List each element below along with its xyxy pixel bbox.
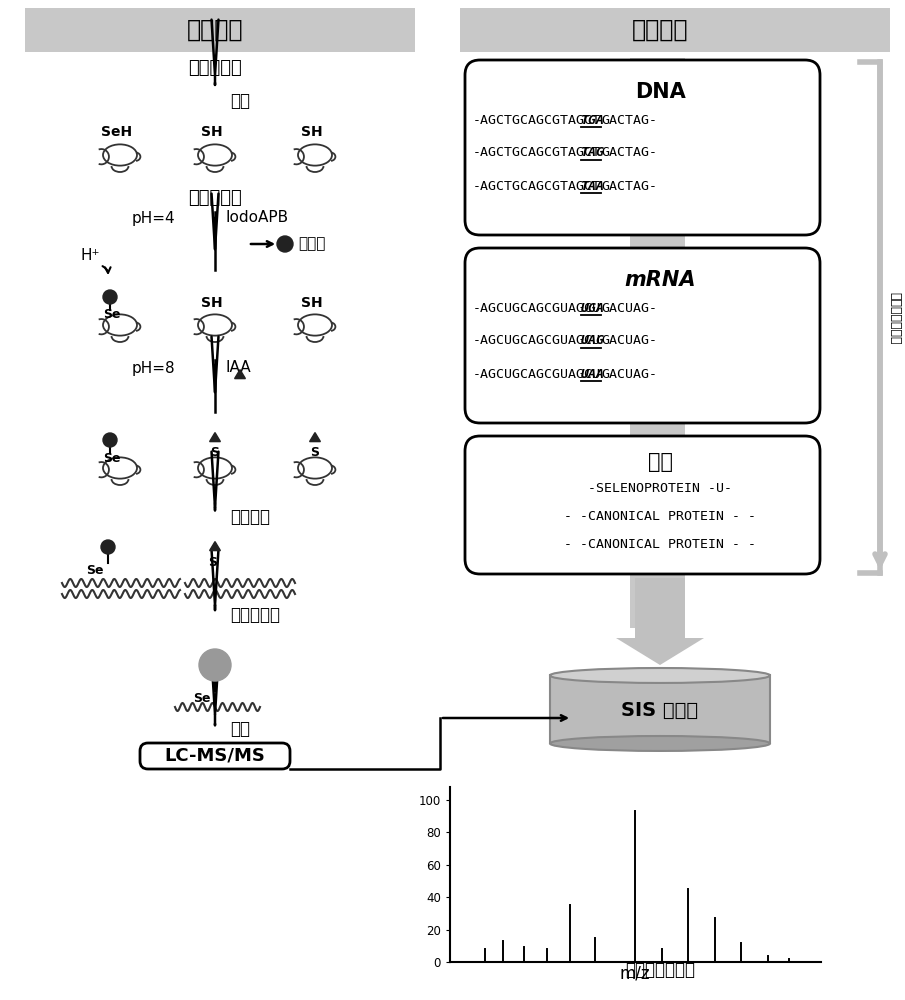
Text: - -CANONICAL PROTEIN - -: - -CANONICAL PROTEIN - - xyxy=(564,510,756,522)
Text: -SELENOPROTEIN -U-: -SELENOPROTEIN -U- xyxy=(588,482,732,494)
Text: Se: Se xyxy=(86,564,104,576)
Text: SH: SH xyxy=(301,296,323,310)
Text: UAA: UAA xyxy=(581,367,605,380)
Text: S: S xyxy=(211,446,220,460)
Text: pH=8: pH=8 xyxy=(131,360,175,375)
Text: H⁺: H⁺ xyxy=(81,247,100,262)
Text: 生物素: 生物素 xyxy=(298,236,326,251)
Polygon shape xyxy=(616,638,704,665)
Text: SIS 数据库: SIS 数据库 xyxy=(622,700,699,720)
Text: 裂解: 裂解 xyxy=(230,92,250,110)
Text: -AGCUGCAGCGUAGCU: -AGCUGCAGCGUAGCU xyxy=(473,334,601,348)
Text: UGA: UGA xyxy=(581,302,605,314)
Text: UAG: UAG xyxy=(581,334,605,348)
Text: TGA: TGA xyxy=(581,113,605,126)
Ellipse shape xyxy=(550,668,770,683)
Bar xyxy=(460,8,890,52)
Text: 数据分析: 数据分析 xyxy=(632,18,688,42)
Text: TAG: TAG xyxy=(581,146,605,159)
Text: 细胞或组织: 细胞或组织 xyxy=(188,59,242,77)
Polygon shape xyxy=(310,433,320,442)
Text: mRNA: mRNA xyxy=(624,270,696,290)
Text: SH: SH xyxy=(201,125,223,139)
Text: 亲和素富集: 亲和素富集 xyxy=(230,606,280,624)
Text: -AGCTGCAGCGTAGCT: -AGCTGCAGCGTAGCT xyxy=(473,180,601,192)
Text: 生物信息学分析: 生物信息学分析 xyxy=(889,292,901,344)
Text: GACUAG-: GACUAG- xyxy=(601,334,657,348)
Text: Se: Se xyxy=(194,692,211,704)
Text: SH: SH xyxy=(201,296,223,310)
Text: TAA: TAA xyxy=(581,180,605,192)
FancyBboxPatch shape xyxy=(140,743,290,769)
Text: -AGCTGCAGCGTAGCT: -AGCTGCAGCGTAGCT xyxy=(473,146,601,159)
Circle shape xyxy=(101,540,115,554)
Bar xyxy=(630,58,685,628)
Text: S: S xyxy=(310,446,319,460)
Circle shape xyxy=(199,649,231,681)
Text: GACTAG-: GACTAG- xyxy=(601,146,657,159)
Text: SeH: SeH xyxy=(101,125,132,139)
Ellipse shape xyxy=(550,736,770,751)
Text: 胰酶酶切: 胰酶酶切 xyxy=(230,508,270,526)
Text: GACUAG-: GACUAG- xyxy=(601,302,657,314)
Polygon shape xyxy=(210,433,221,442)
FancyBboxPatch shape xyxy=(465,248,820,423)
Polygon shape xyxy=(234,370,245,379)
Text: S: S xyxy=(208,556,217,568)
Bar xyxy=(25,8,415,52)
Text: GACTAG-: GACTAG- xyxy=(601,180,657,192)
Text: SH: SH xyxy=(301,125,323,139)
Text: Se: Se xyxy=(103,452,120,464)
X-axis label: m/z: m/z xyxy=(620,965,651,983)
Circle shape xyxy=(103,290,117,304)
Text: -AGCTGCAGCGTAGCT: -AGCTGCAGCGTAGCT xyxy=(473,113,601,126)
Text: LC-MS/MS: LC-MS/MS xyxy=(165,747,265,765)
Text: -AGCUGCAGCGUAGCU: -AGCUGCAGCGUAGCU xyxy=(473,302,601,314)
Bar xyxy=(550,675,770,743)
Text: -AGCUGCAGCGUAGCU: -AGCUGCAGCGUAGCU xyxy=(473,367,601,380)
Text: Se: Se xyxy=(103,308,120,322)
Text: GACUAG-: GACUAG- xyxy=(601,367,657,380)
Text: IAA: IAA xyxy=(225,360,251,375)
Circle shape xyxy=(277,236,293,252)
Circle shape xyxy=(103,433,117,447)
Bar xyxy=(635,578,685,640)
Text: 蛋白: 蛋白 xyxy=(647,452,672,472)
Text: GACTAG-: GACTAG- xyxy=(601,113,657,126)
Text: 洗脱: 洗脱 xyxy=(230,720,250,738)
Text: DNA: DNA xyxy=(634,82,685,102)
Text: IodoAPB: IodoAPB xyxy=(225,211,288,226)
FancyBboxPatch shape xyxy=(465,436,820,574)
Text: 手工验证和定量: 手工验证和定量 xyxy=(625,961,695,979)
Text: pH=4: pH=4 xyxy=(131,211,175,226)
Text: - -CANONICAL PROTEIN - -: - -CANONICAL PROTEIN - - xyxy=(564,538,756,550)
Text: 实验流程: 实验流程 xyxy=(186,18,243,42)
FancyBboxPatch shape xyxy=(465,60,820,235)
Text: 蛋白混合物: 蛋白混合物 xyxy=(188,189,242,207)
Polygon shape xyxy=(210,542,221,551)
